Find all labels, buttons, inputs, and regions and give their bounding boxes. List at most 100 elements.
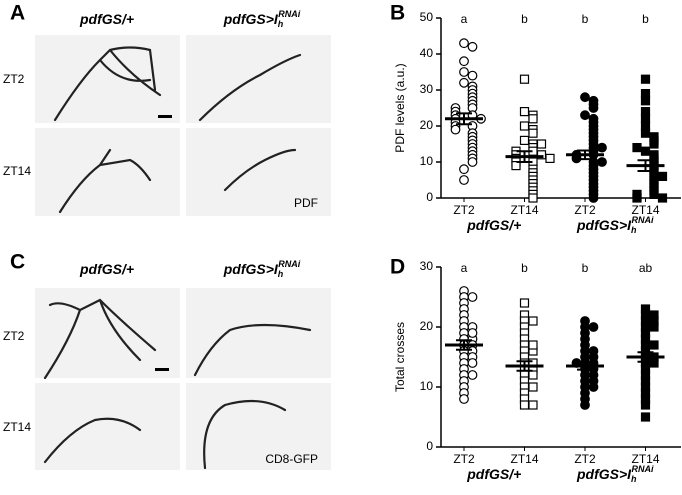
x-tick-label: ZT14 — [510, 203, 538, 217]
group-label: pdfGS/+ — [79, 261, 134, 277]
data-point — [640, 128, 651, 138]
data-point — [519, 135, 530, 145]
image — [35, 35, 180, 123]
data-point — [519, 121, 530, 131]
error-bar — [577, 361, 593, 371]
data-point — [528, 114, 538, 124]
neuron — [43, 298, 157, 380]
data-point — [519, 106, 530, 117]
y-axis-title: Total crosses — [393, 322, 407, 392]
group-label: pdfGS>IhRNAi — [576, 464, 654, 484]
data-point — [528, 370, 538, 380]
data-point — [519, 298, 530, 308]
label-text: pdfGS>I — [223, 11, 279, 27]
data-point — [459, 67, 469, 77]
significance-letter: a — [461, 261, 468, 275]
label-text: pdfGS>I — [576, 217, 632, 233]
y-tick-label: 30 — [420, 259, 434, 273]
data-point — [632, 193, 642, 203]
neuron — [198, 53, 302, 122]
panel-letter: D — [390, 256, 405, 279]
data-point — [467, 41, 478, 52]
data-point — [657, 171, 668, 181]
data-point — [640, 400, 651, 410]
image — [35, 288, 180, 378]
label-text: pdfGS/+ — [466, 217, 521, 233]
label-superscript: RNAi — [278, 9, 300, 19]
data-point — [467, 370, 478, 380]
group-label: pdfGS/+ — [79, 11, 134, 27]
row-label: ZT14 — [3, 164, 31, 178]
neuron — [203, 399, 287, 470]
x-tick-label: ZT14 — [631, 452, 659, 466]
group-label: pdfGS>IhRNAi — [576, 215, 654, 235]
data-point — [459, 77, 469, 88]
label-subscript: h — [278, 19, 284, 29]
y-tick-label: 10 — [420, 379, 434, 393]
image — [186, 35, 331, 123]
error-bar — [577, 149, 593, 161]
panel-letter: B — [390, 2, 405, 25]
data-point — [459, 38, 469, 49]
label-subscript: h — [278, 269, 284, 279]
data-point — [528, 128, 538, 138]
y-tick-label: 20 — [420, 319, 434, 333]
scale-bar — [158, 115, 172, 118]
label-text: pdfGS>I — [576, 466, 632, 482]
data-point — [640, 146, 651, 156]
row-label: ZT14 — [3, 420, 31, 434]
row-label: ZT2 — [3, 329, 25, 343]
image — [35, 128, 180, 216]
data-point — [467, 292, 478, 302]
row-label: ZT2 — [3, 72, 25, 86]
y-tick-label: 30 — [420, 82, 434, 96]
x-tick-label: ZT2 — [574, 203, 596, 217]
y-tick-label: 0 — [426, 439, 433, 453]
error-bar — [516, 150, 533, 163]
label-text: pdfGS/+ — [466, 466, 521, 482]
significance-letter: b — [642, 12, 649, 26]
label-superscript: RNAi — [278, 259, 300, 269]
data-point — [588, 103, 599, 113]
data-point — [588, 382, 599, 392]
data-point — [580, 92, 590, 103]
error-bar — [637, 159, 654, 172]
y-axis-title: PDF levels (a.u.) — [393, 63, 407, 152]
x-tick-label: ZT2 — [453, 203, 475, 217]
neuron — [193, 323, 312, 377]
error-bar — [637, 351, 654, 363]
data-point — [649, 340, 659, 350]
image — [186, 128, 331, 216]
y-tick-label: 0 — [426, 190, 433, 204]
data-point — [467, 358, 478, 368]
data-point — [467, 70, 478, 81]
significance-letter: ab — [639, 261, 653, 275]
panel-letter: C — [10, 251, 25, 274]
group-label: pdfGS/+ — [466, 466, 521, 482]
data-point — [536, 139, 547, 149]
stain-label: CD8-GFP — [265, 452, 318, 466]
data-point — [528, 193, 538, 203]
data-point — [467, 157, 478, 167]
image — [35, 383, 180, 470]
scale-bar — [155, 368, 169, 371]
significance-letter: b — [521, 261, 528, 275]
neuron — [43, 417, 142, 464]
significance-letter: a — [461, 12, 468, 26]
data-point — [649, 358, 659, 368]
label-text: pdfGS/+ — [79, 11, 134, 27]
data-point — [632, 143, 642, 153]
panel-letter: A — [10, 2, 25, 25]
stain-label: PDF — [294, 196, 318, 210]
data-point — [649, 189, 659, 199]
group-label: pdfGS/+ — [466, 217, 521, 233]
data-point — [588, 322, 599, 332]
error-bar — [456, 112, 472, 126]
data-point — [640, 96, 651, 106]
x-tick-label: ZT14 — [631, 203, 659, 217]
label-text: pdfGS>I — [223, 261, 279, 277]
data-point — [528, 400, 538, 410]
y-tick-label: 20 — [420, 118, 434, 132]
data-point — [459, 164, 469, 175]
data-point — [640, 74, 651, 84]
